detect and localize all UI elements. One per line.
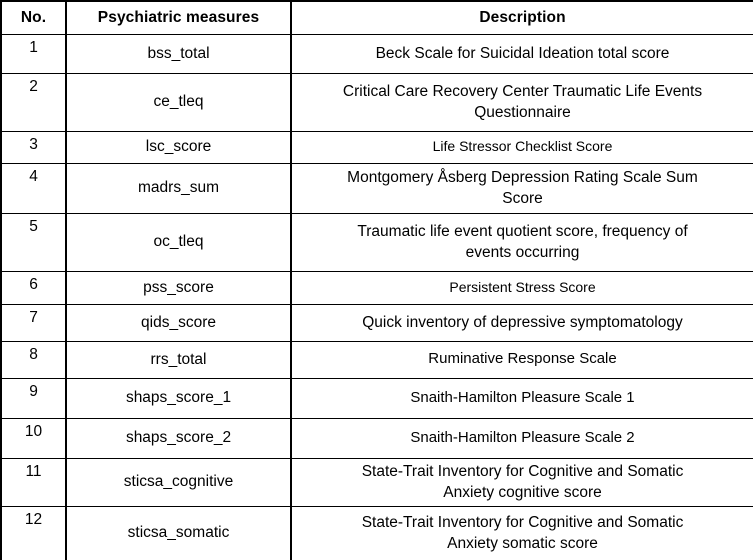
measure-cell: oc_tleq: [65, 212, 292, 272]
row-number-cell: 3: [0, 130, 67, 164]
row-number-cell: 9: [0, 377, 67, 419]
measure-cell: rrs_total: [65, 340, 292, 379]
description-cell: Critical Care Recovery Center Traumatic …: [290, 72, 753, 132]
measure-cell: shaps_score_1: [65, 377, 292, 419]
measure-cell: madrs_sum: [65, 162, 292, 214]
measure-cell: lsc_score: [65, 130, 292, 164]
description-cell: Life Stressor Checklist Score: [290, 130, 753, 164]
description-cell: Persistent Stress Score: [290, 270, 753, 305]
measure-cell: sticsa_somatic: [65, 505, 292, 560]
row-number-cell: 5: [0, 212, 67, 272]
row-number-cell: 6: [0, 270, 67, 305]
row-number-cell: 12: [0, 505, 67, 560]
measure-cell: pss_score: [65, 270, 292, 305]
table-row: 7 qids_score Quick inventory of depressi…: [0, 303, 753, 342]
measure-cell: ce_tleq: [65, 72, 292, 132]
table-row: 4 madrs_sum Montgomery Åsberg Depression…: [0, 162, 753, 214]
description-cell: Snaith-Hamilton Pleasure Scale 2: [290, 417, 753, 459]
measure-cell: shaps_score_2: [65, 417, 292, 459]
row-number-cell: 7: [0, 303, 67, 342]
measure-cell: bss_total: [65, 33, 292, 74]
table-row: 5 oc_tleq Traumatic life event quotient …: [0, 212, 753, 272]
table-row: 11 sticsa_cognitive State-Trait Inventor…: [0, 457, 753, 507]
table-row: 1 bss_total Beck Scale for Suicidal Idea…: [0, 33, 753, 74]
table-row: 9 shaps_score_1 Snaith-Hamilton Pleasure…: [0, 377, 753, 419]
description-cell: State-Trait Inventory for Cognitive and …: [290, 457, 753, 507]
row-number-cell: 4: [0, 162, 67, 214]
col-header-measures: Psychiatric measures: [65, 0, 292, 35]
description-cell: Beck Scale for Suicidal Ideation total s…: [290, 33, 753, 74]
table-row: 10 shaps_score_2 Snaith-Hamilton Pleasur…: [0, 417, 753, 459]
table-row: 3 lsc_score Life Stressor Checklist Scor…: [0, 130, 753, 164]
table-row: 2 ce_tleq Critical Care Recovery Center …: [0, 72, 753, 132]
row-number-cell: 10: [0, 417, 67, 459]
description-cell: Snaith-Hamilton Pleasure Scale 1: [290, 377, 753, 419]
row-number-cell: 8: [0, 340, 67, 379]
table-row: 12 sticsa_somatic State-Trait Inventory …: [0, 505, 753, 560]
description-cell: Montgomery Åsberg Depression Rating Scal…: [290, 162, 753, 214]
row-number-cell: 11: [0, 457, 67, 507]
table-row: 6 pss_score Persistent Stress Score: [0, 270, 753, 305]
description-cell: Traumatic life event quotient score, fre…: [290, 212, 753, 272]
table-row: 8 rrs_total Ruminative Response Scale: [0, 340, 753, 379]
col-header-no: No.: [0, 0, 67, 35]
description-cell: Ruminative Response Scale: [290, 340, 753, 379]
description-cell: State-Trait Inventory for Cognitive and …: [290, 505, 753, 560]
measure-cell: qids_score: [65, 303, 292, 342]
measure-cell: sticsa_cognitive: [65, 457, 292, 507]
header-row: No. Psychiatric measures Description: [0, 0, 753, 35]
col-header-description: Description: [290, 0, 753, 35]
row-number-cell: 2: [0, 72, 67, 132]
description-cell: Quick inventory of depressive symptomato…: [290, 303, 753, 342]
row-number-cell: 1: [0, 33, 67, 74]
